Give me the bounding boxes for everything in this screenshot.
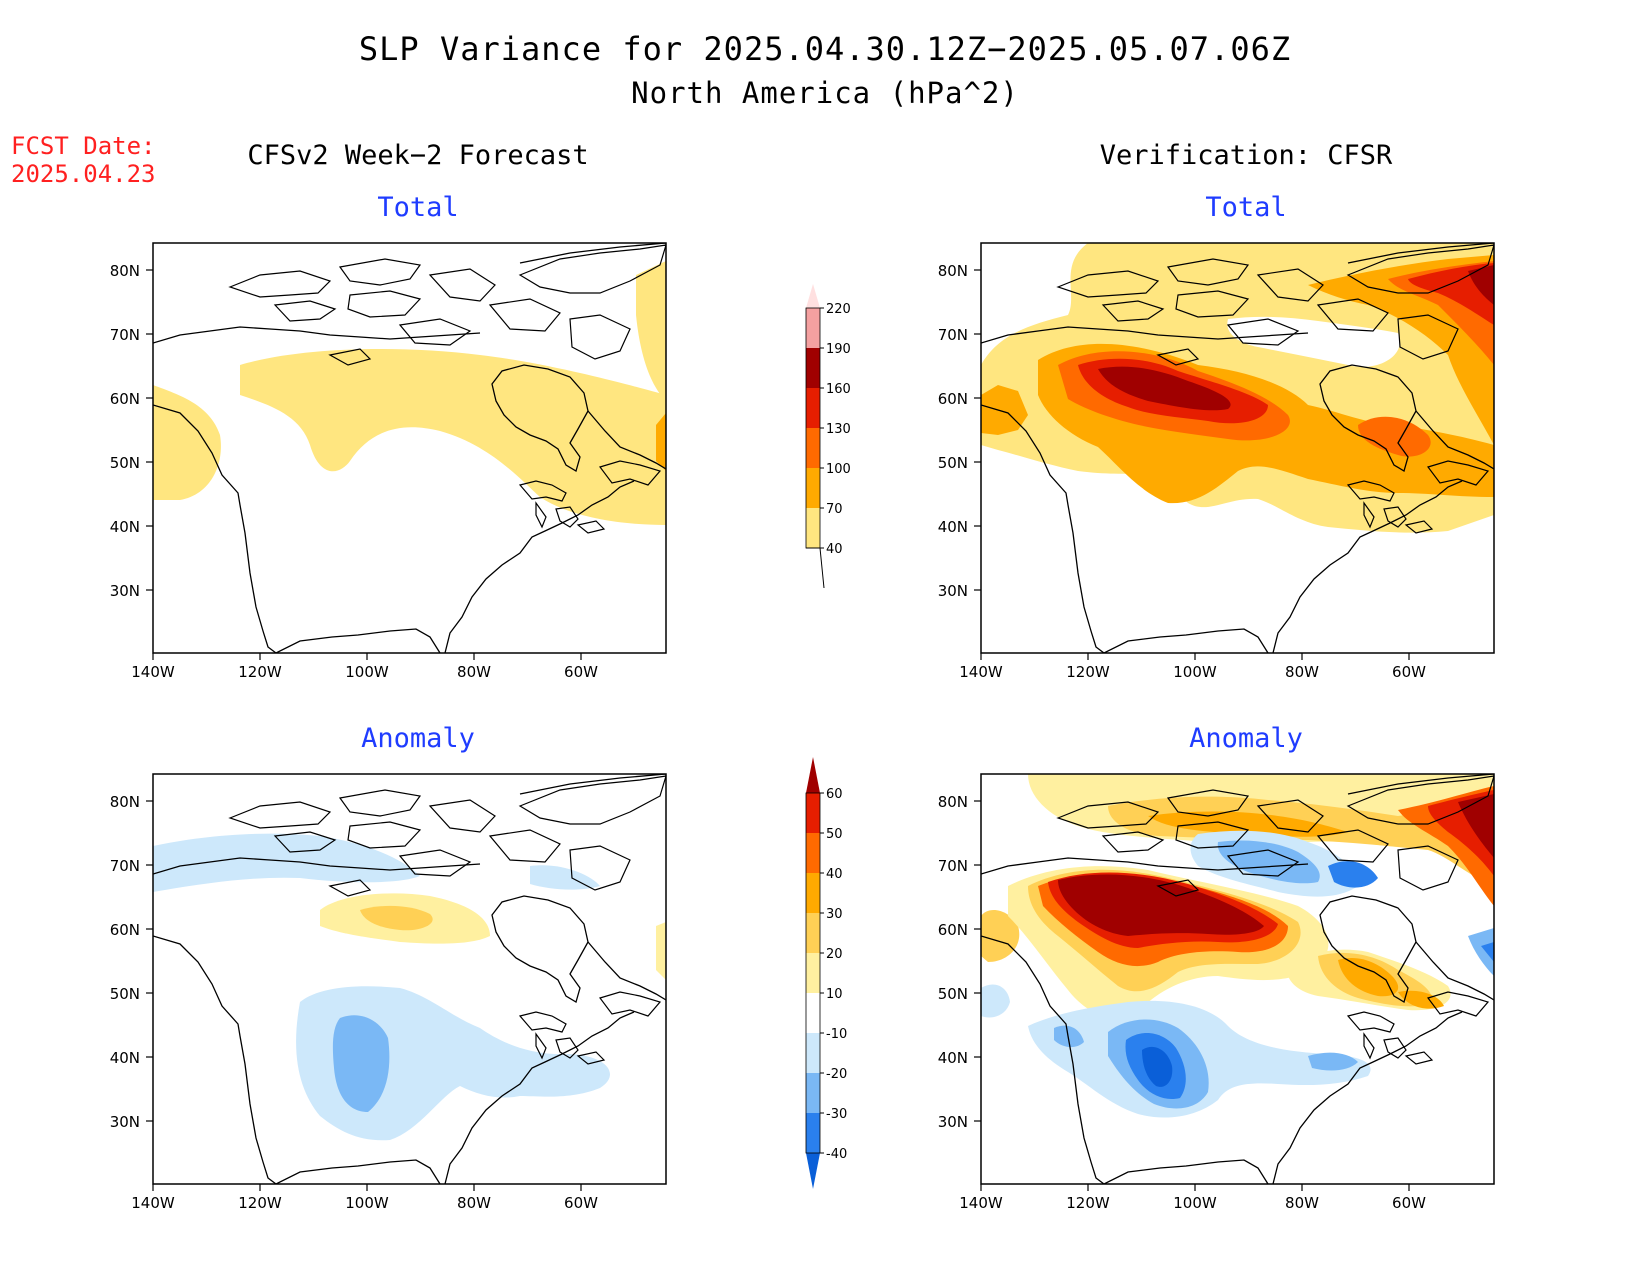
colorbar-box xyxy=(806,428,820,468)
left-column-title: CFSv2 Week−2 Forecast xyxy=(247,140,589,171)
lat-tick-label: 70N xyxy=(110,857,140,875)
lon-tick-label: 60W xyxy=(564,663,598,681)
colorbar-label: 130 xyxy=(826,422,851,437)
lon-tick-label: 60W xyxy=(1392,1194,1426,1212)
lon-tick-label: 100W xyxy=(1173,663,1217,681)
lat-tick-label: 50N xyxy=(938,985,968,1003)
colorbar-box xyxy=(806,793,820,833)
lon-tick-label: 140W xyxy=(131,1194,175,1212)
lon-tick-label: 120W xyxy=(238,663,282,681)
colorbar-box xyxy=(806,873,820,913)
lon-tick-label: 140W xyxy=(959,663,1003,681)
lat-tick-label: 60N xyxy=(110,390,140,408)
lat-tick-label: 60N xyxy=(938,921,968,939)
lat-tick-label: 50N xyxy=(110,985,140,1003)
lat-tick-label: 80N xyxy=(938,262,968,280)
colorbar-label: 40 xyxy=(826,542,843,557)
colorbar-label: -40 xyxy=(826,1147,847,1162)
colorbar-label: -10 xyxy=(826,1027,847,1042)
colorbar-arrow-top xyxy=(806,757,820,793)
main-title: SLP Variance for 2025.04.30.12Z−2025.05.… xyxy=(358,30,1292,68)
forecast-total-map: 80N 70N 60N 50N 40N 30N 140W 120W 100W 80W 60W xyxy=(110,242,667,681)
colorbar-label: 100 xyxy=(826,462,851,477)
colorbar-label: 190 xyxy=(826,342,851,357)
colorbar-box xyxy=(806,1033,820,1073)
colorbar-box xyxy=(806,1073,820,1113)
lon-tick-label: 120W xyxy=(1066,663,1110,681)
lat-tick-label: 50N xyxy=(938,454,968,472)
colorbar-box xyxy=(806,833,820,873)
lon-tick-label: 80W xyxy=(1285,663,1319,681)
lon-tick-label: 100W xyxy=(345,1194,389,1212)
colorbar-label: 30 xyxy=(826,907,843,922)
forecast-anomaly-map: 80N 70N 60N 50N 40N 30N 140W 120W 100W 80W 60W xyxy=(110,773,667,1212)
lon-tick-label: 60W xyxy=(564,1194,598,1212)
colorbar-box xyxy=(806,953,820,993)
lon-tick-label: 120W xyxy=(1066,1194,1110,1212)
lat-tick-label: 60N xyxy=(110,921,140,939)
colorbar-box xyxy=(806,1113,820,1153)
lat-tick-label: 80N xyxy=(938,793,968,811)
panel-title-forecast-anomaly: Anomaly xyxy=(361,723,475,754)
lon-tick-label: 60W xyxy=(1392,663,1426,681)
lat-tick-label: 60N xyxy=(938,390,968,408)
colorbar-box xyxy=(806,993,820,1033)
colorbar-label: 60 xyxy=(826,787,843,802)
colorbar-label: 160 xyxy=(826,382,851,397)
colorbar-box xyxy=(806,308,820,348)
verification-anomaly-map: 80N 70N 60N 50N 40N 30N 140W 120W 100W 80W 60W xyxy=(938,773,1495,1212)
verification-total-map: 80N 70N 60N 50N 40N 30N 140W 120W 100W 80W 60W xyxy=(938,242,1495,681)
panel-title-forecast-total: Total xyxy=(377,192,459,223)
colorbar-box xyxy=(806,468,820,508)
subtitle: North America (hPa^2) xyxy=(631,76,1019,110)
fcst-date: 2025.04.23 xyxy=(11,160,156,188)
colorbar-label: 220 xyxy=(826,302,851,317)
lat-tick-label: 80N xyxy=(110,793,140,811)
lat-tick-label: 30N xyxy=(110,1113,140,1131)
colorbar-arrow-bottom xyxy=(806,1153,820,1189)
colorbar-label: -30 xyxy=(826,1107,847,1122)
total-colorbar: 40 70 100 130 160 190 220 xyxy=(805,284,851,589)
fcst-label: FCST Date: xyxy=(11,132,156,160)
colorbar-label: 40 xyxy=(826,867,843,882)
colorbar-arrow-top xyxy=(806,284,820,308)
panel-title-verification-total: Total xyxy=(1205,192,1287,223)
lat-tick-label: 30N xyxy=(110,582,140,600)
lon-tick-label: 140W xyxy=(131,663,175,681)
lat-tick-label: 70N xyxy=(938,326,968,344)
lat-tick-label: 70N xyxy=(110,326,140,344)
lon-tick-label: 80W xyxy=(457,663,491,681)
colorbar-box xyxy=(806,508,820,548)
lat-tick-label: 50N xyxy=(110,454,140,472)
colorbar-label: 10 xyxy=(826,987,843,1002)
lon-tick-label: 120W xyxy=(238,1194,282,1212)
colorbar-box xyxy=(806,913,820,953)
lat-tick-label: 70N xyxy=(938,857,968,875)
lat-tick-label: 80N xyxy=(110,262,140,280)
lon-tick-label: 80W xyxy=(1285,1194,1319,1212)
colorbar-label: 50 xyxy=(826,827,843,842)
colorbar-box xyxy=(806,348,820,388)
lat-tick-label: 40N xyxy=(110,518,140,536)
lon-tick-label: 100W xyxy=(1173,1194,1217,1212)
lat-tick-label: 40N xyxy=(110,1049,140,1067)
colorbar-label: -20 xyxy=(826,1067,847,1082)
lon-tick-label: 80W xyxy=(457,1194,491,1212)
colorbar-label: 20 xyxy=(826,947,843,962)
lat-tick-label: 30N xyxy=(938,582,968,600)
lat-tick-label: 40N xyxy=(938,518,968,536)
anomaly-colorbar: -40 -30 -20 -10 10 20 30 40 50 60 xyxy=(805,757,847,1189)
panel-title-verification-anomaly: Anomaly xyxy=(1189,723,1303,754)
lat-tick-label: 30N xyxy=(938,1113,968,1131)
lat-tick-label: 40N xyxy=(938,1049,968,1067)
colorbar-label: 70 xyxy=(826,502,843,517)
lon-tick-label: 100W xyxy=(345,663,389,681)
lon-tick-label: 140W xyxy=(959,1194,1003,1212)
colorbar-box xyxy=(806,388,820,428)
right-column-title: Verification: CFSR xyxy=(1099,140,1393,171)
